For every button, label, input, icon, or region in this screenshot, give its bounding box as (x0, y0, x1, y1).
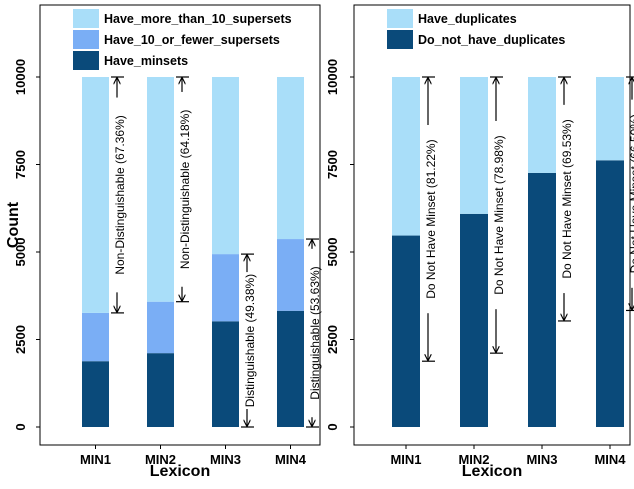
annotation-min2: Non-Distinguishable (64.18%) (176, 76, 192, 303)
legend-swatch (73, 9, 99, 28)
y-tick-label: 10000 (13, 59, 28, 95)
bar-have-more-than-10-supersets-min4 (277, 77, 304, 240)
annotation-min2: Do Not Have Minset (78.98%) (490, 76, 506, 354)
annotation-min4: Distinguishable (53.63%) (306, 238, 322, 428)
bar-have-minsets-min3 (212, 321, 239, 427)
x-axis-label: Lexicon (150, 463, 210, 480)
y-tick-label: 0 (325, 423, 340, 430)
legend-label: Have_duplicates (418, 12, 517, 26)
annotation-min1: Non-Distinguishable (67.36%) (111, 76, 127, 314)
bar-have-minsets-min2 (147, 353, 174, 427)
y-tick-label: 5000 (325, 238, 340, 267)
legend: Have_duplicates Do_not_have_duplicates (387, 9, 565, 49)
x-tick-label: MIN4 (594, 452, 626, 467)
chart-panel-left: 0 2500 5000 7500 10000 MIN1 MIN2 MIN3 MIN4 Non-Di… (5, 4, 322, 480)
legend-label: Do_not_have_duplicates (418, 33, 565, 47)
bar-have-duplicates-min4 (596, 77, 624, 161)
legend-label: Have_10_or_fewer_supersets (104, 33, 280, 47)
bar-have-10-or-fewer-supersets-min2 (147, 301, 174, 354)
y-tick-label: 5000 (13, 238, 28, 267)
x-axis-label: Lexicon (462, 463, 522, 480)
x-tick-label: MIN2 (145, 452, 176, 467)
y-axis-label: Count (5, 201, 22, 248)
bar-have-more-than-10-supersets-min3 (212, 77, 239, 255)
bar-do-not-have-duplicates-min2 (460, 213, 488, 427)
x-tick-label: MIN3 (526, 452, 557, 467)
bar-do-not-have-duplicates-min4 (596, 160, 624, 428)
bar-have-10-or-fewer-supersets-min1 (82, 312, 109, 362)
x-tick-label: MIN1 (390, 452, 421, 467)
legend-swatch (73, 51, 99, 70)
annotation-label: Do Not Have Minset (78.98%) (492, 135, 506, 294)
annotation-label: Non-Distinguishable (64.18%) (178, 110, 192, 269)
annotation-label: Do Not Have Minset (66.59%) (628, 114, 634, 273)
bar-have-minsets-min4 (277, 310, 304, 427)
bar-have-duplicates-min2 (460, 77, 488, 214)
y-tick-label: 7500 (325, 150, 340, 179)
x-tick-label: MIN2 (458, 452, 489, 467)
annotation-label: Do Not Have Minset (81.22%) (424, 139, 438, 298)
bar-have-more-than-10-supersets-min2 (147, 77, 174, 302)
y-tick-label: 2500 (325, 325, 340, 354)
bar-have-10-or-fewer-supersets-min4 (277, 239, 304, 311)
legend-label: Have_more_than_10_supersets (104, 12, 292, 26)
legend-swatch (387, 30, 413, 49)
annotation-min3: Do Not Have Minset (69.53%) (558, 76, 574, 322)
y-tick-label: 0 (13, 423, 28, 430)
legend: Have_more_than_10_supersets Have_10_or_fe… (73, 9, 292, 70)
bar-have-10-or-fewer-supersets-min3 (212, 254, 239, 322)
bar-have-minsets-min1 (82, 361, 109, 427)
legend-label: Have_minsets (104, 54, 188, 68)
y-tick-label: 7500 (13, 150, 28, 179)
annotation-label: Distinguishable (53.63%) (308, 266, 322, 399)
annotation-min1: Do Not Have Minset (81.22%) (422, 76, 438, 362)
annotation-min4: Do Not Have Minset (66.59%) (626, 76, 634, 312)
legend-swatch (73, 30, 99, 49)
bar-have-more-than-10-supersets-min1 (82, 77, 109, 313)
bar-do-not-have-duplicates-min1 (392, 235, 420, 427)
annotation-label: Do Not Have Minset (69.53%) (560, 119, 574, 278)
chart-panel-right: 0 2500 5000 7500 10000 MIN1 MIN2 MIN3 MIN4 Do Not… (325, 4, 634, 480)
x-tick-label: MIN1 (80, 452, 111, 467)
bar-do-not-have-duplicates-min3 (528, 172, 556, 427)
annotation-min3: Distinguishable (49.38%) (241, 253, 257, 428)
annotation-label: Non-Distinguishable (67.36%) (113, 115, 127, 274)
x-tick-label: MIN3 (210, 452, 241, 467)
x-tick-label: MIN4 (275, 452, 307, 467)
annotation-label: Distinguishable (49.38%) (243, 274, 257, 407)
y-tick-label: 2500 (13, 325, 28, 354)
bar-have-duplicates-min1 (392, 77, 420, 236)
bar-have-duplicates-min3 (528, 77, 556, 173)
legend-swatch (387, 9, 413, 28)
y-tick-label: 10000 (325, 59, 340, 95)
